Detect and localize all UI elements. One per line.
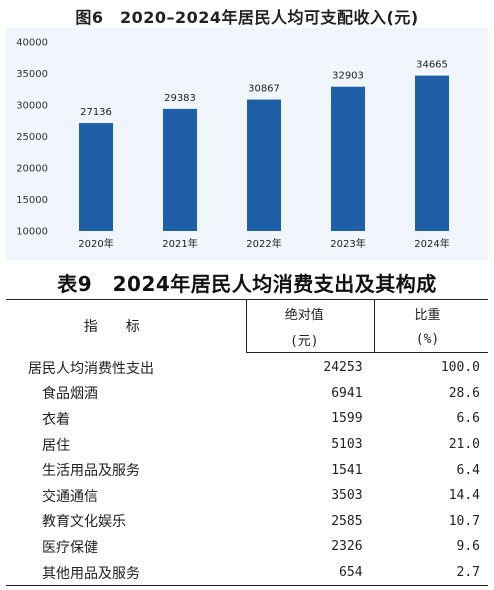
table-body: 居民人均消费性支出 24253 100.0 食品烟酒 6941 28.6 衣着 1599 6.6… [6,353,488,587]
row-value: 1599 [331,411,363,427]
bar [79,123,113,231]
row-share: 21.0 [448,437,480,453]
y-tick-label: 40000 [16,38,48,49]
table-row: 居民人均消费性支出 24253 100.0 [6,353,488,381]
y-tick-label: 35000 [16,69,48,80]
row-share: 10.7 [448,513,480,529]
row-share: 100.0 [440,360,480,376]
table-row: 生活用品及服务 1541 6.4 [6,457,488,483]
row-label: 衣着 [42,411,70,428]
row-value: 654 [246,559,375,587]
header-unit-percent: (%) [374,326,488,353]
row-value: 6941 [331,385,363,401]
data-label: 27136 [80,107,112,118]
consumption-table: 指标 绝对值 比重 (元) (%) 居民人均消费性支出 24253 100.0 食品烟… [6,299,488,587]
header-absolute-value: 绝对值 [245,299,375,326]
table-row: 教育文化娱乐 2585 10.7 [6,509,488,535]
bar-chart-svg: 10000 15000 20000 25000 30000 35000 40000 27136… [16,38,450,251]
y-tick-label: 15000 [16,195,48,206]
bar-chart: 10000 15000 20000 25000 30000 35000 40000 27136… [6,28,488,260]
data-label: 30867 [248,84,280,95]
row-label: 居民人均消费性支出 [28,360,154,377]
table-row: 食品烟酒 6941 28.6 [6,381,488,407]
chart-title: 图6 2020–2024年居民人均可支配收入(元) [75,8,419,27]
row-share: 6.4 [456,462,480,478]
x-tick-label: 2024年 [414,237,449,250]
data-label: 34665 [416,60,448,71]
row-label: 生活用品及服务 [42,463,140,480]
table-row: 衣着 1599 6.6 [6,406,488,432]
row-value: 1541 [331,462,363,478]
row-share: 14.4 [448,488,480,504]
row-value: 5103 [331,437,363,453]
x-tick-label: 2020年 [78,237,113,250]
header-unit-yuan: (元) [245,326,375,353]
bar [331,86,365,231]
header-indicator: 指标 [6,299,247,353]
row-label: 医疗保健 [42,539,98,556]
y-tick-label: 25000 [16,132,48,143]
row-value: 3503 [331,488,363,504]
y-tick-label: 30000 [16,101,48,112]
row-label: 居住 [42,437,70,454]
table-title: 表9 2024年居民人均消费支出及其构成 [57,272,437,296]
data-label: 29383 [164,93,196,104]
bar [163,108,197,231]
y-tick-label: 20000 [16,164,48,175]
y-tick-label: 10000 [16,227,48,238]
row-value: 24253 [323,360,363,376]
row-share: 6.6 [456,411,480,427]
x-tick-label: 2023年 [330,237,365,250]
table-row: 交通通信 3503 14.4 [6,483,488,509]
row-label: 教育文化娱乐 [42,514,126,531]
data-label: 32903 [332,71,364,82]
row-value: 2326 [331,539,363,555]
row-label: 交通通信 [42,488,98,505]
row-share: 2.7 [374,559,488,587]
bar [247,99,281,231]
table-row: 医疗保健 2326 9.6 [6,534,488,560]
bar [415,75,449,231]
x-tick-label: 2022年 [246,237,281,250]
row-value: 2585 [331,513,363,529]
table-row: 居住 5103 21.0 [6,432,488,458]
row-label: 其他用品及服务 [6,559,247,587]
header-share: 比重 [374,299,488,326]
row-share: 28.6 [448,385,480,401]
row-share: 9.6 [456,539,480,555]
table-row: 其他用品及服务 654 2.7 [6,559,488,587]
row-label: 食品烟酒 [42,386,98,403]
x-tick-label: 2021年 [162,237,197,250]
